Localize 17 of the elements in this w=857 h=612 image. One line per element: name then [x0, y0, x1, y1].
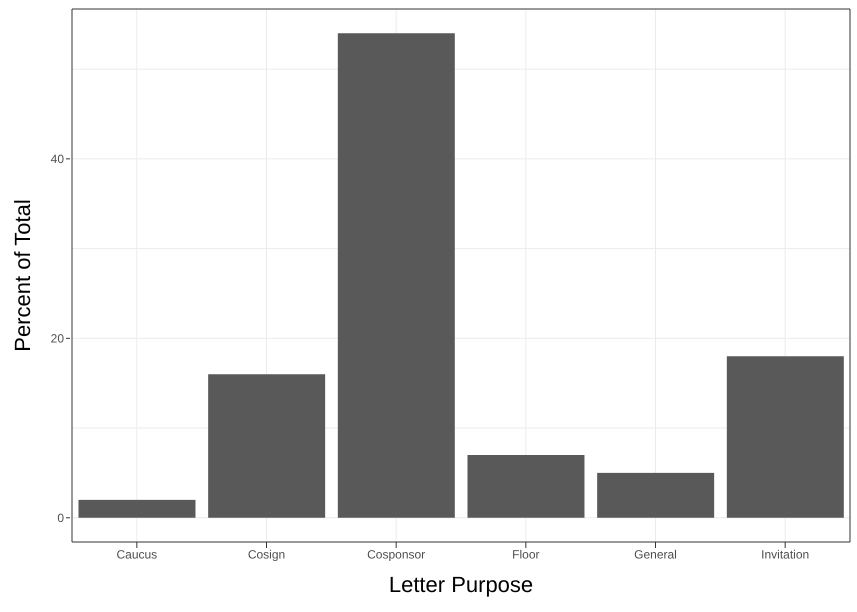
- y-tick-label: 20: [50, 331, 64, 346]
- y-tick-label: 0: [57, 510, 64, 525]
- x-axis-title: Letter Purpose: [388, 572, 534, 597]
- x-tick-label: Invitation: [761, 548, 810, 562]
- x-tick-label: General: [634, 548, 677, 562]
- bar: [726, 356, 844, 518]
- x-tick-label: Cosign: [248, 548, 286, 562]
- y-axis-title: Percent of Total: [10, 199, 35, 352]
- bar: [208, 374, 326, 518]
- bar: [467, 454, 584, 518]
- y-tick-label: 40: [50, 152, 64, 166]
- x-tick-label: Caucus: [116, 548, 158, 562]
- bar: [78, 500, 196, 518]
- bar: [338, 33, 455, 518]
- bar: [597, 472, 714, 518]
- x-tick-label: Cosponsor: [367, 548, 426, 562]
- x-tick-label: Floor: [512, 548, 540, 562]
